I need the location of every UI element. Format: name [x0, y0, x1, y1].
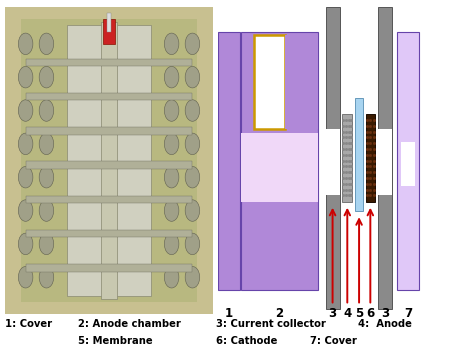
Circle shape [185, 166, 200, 188]
Circle shape [39, 100, 54, 121]
Bar [378, 129, 392, 195]
Circle shape [39, 200, 54, 221]
Circle shape [18, 166, 33, 188]
Text: 6: 6 [366, 307, 374, 320]
Bar [107, 13, 111, 31]
Bar [284, 35, 318, 129]
Circle shape [39, 133, 54, 155]
Bar [241, 32, 318, 290]
Bar [26, 230, 192, 237]
Text: 5: Membrane: 5: Membrane [78, 336, 153, 346]
Circle shape [185, 133, 200, 155]
Text: 6: Cathode: 6: Cathode [216, 336, 277, 346]
Circle shape [18, 267, 33, 288]
Circle shape [185, 66, 200, 88]
Bar [254, 35, 284, 129]
Bar [26, 93, 192, 100]
Circle shape [39, 267, 54, 288]
Text: 7: Cover: 7: Cover [310, 336, 357, 346]
Text: 4: 4 [343, 307, 351, 320]
Circle shape [164, 166, 179, 188]
Bar [342, 114, 353, 202]
Text: 2: Anode chamber: 2: Anode chamber [78, 319, 181, 329]
Text: 2: 2 [275, 307, 283, 320]
Bar [26, 196, 192, 203]
Circle shape [164, 33, 179, 54]
Bar [401, 142, 415, 186]
Circle shape [18, 66, 33, 88]
Bar [397, 32, 419, 290]
Text: 3: Current collector: 3: Current collector [216, 319, 326, 329]
Circle shape [18, 133, 33, 155]
Bar [326, 129, 339, 195]
Bar [67, 25, 151, 296]
Bar [100, 22, 118, 299]
Bar [366, 114, 374, 202]
Text: 3: 3 [328, 307, 337, 320]
Text: 3: 3 [381, 307, 389, 320]
Circle shape [18, 200, 33, 221]
Text: 5: 5 [355, 307, 363, 320]
Bar [218, 32, 240, 290]
Circle shape [164, 233, 179, 255]
Circle shape [39, 33, 54, 54]
Circle shape [185, 200, 200, 221]
Bar [26, 162, 192, 169]
Circle shape [185, 100, 200, 121]
Circle shape [39, 166, 54, 188]
Circle shape [39, 66, 54, 88]
Bar [26, 264, 192, 272]
Bar [326, 7, 339, 309]
Bar [355, 98, 363, 211]
Circle shape [18, 233, 33, 255]
Bar [26, 127, 192, 134]
Bar [241, 133, 318, 202]
Bar [103, 19, 115, 44]
Circle shape [18, 33, 33, 54]
Circle shape [185, 33, 200, 54]
Circle shape [18, 100, 33, 121]
Circle shape [164, 100, 179, 121]
Bar [378, 7, 392, 309]
Bar [21, 19, 197, 302]
Text: 1: Cover: 1: Cover [5, 319, 52, 329]
Circle shape [185, 233, 200, 255]
Text: 4:  Anode: 4: Anode [358, 319, 412, 329]
Circle shape [185, 267, 200, 288]
Text: 7: 7 [404, 307, 412, 320]
Circle shape [164, 267, 179, 288]
Text: 1: 1 [225, 307, 233, 320]
Bar [26, 59, 192, 66]
Circle shape [39, 233, 54, 255]
Circle shape [164, 133, 179, 155]
Circle shape [164, 66, 179, 88]
Circle shape [164, 200, 179, 221]
